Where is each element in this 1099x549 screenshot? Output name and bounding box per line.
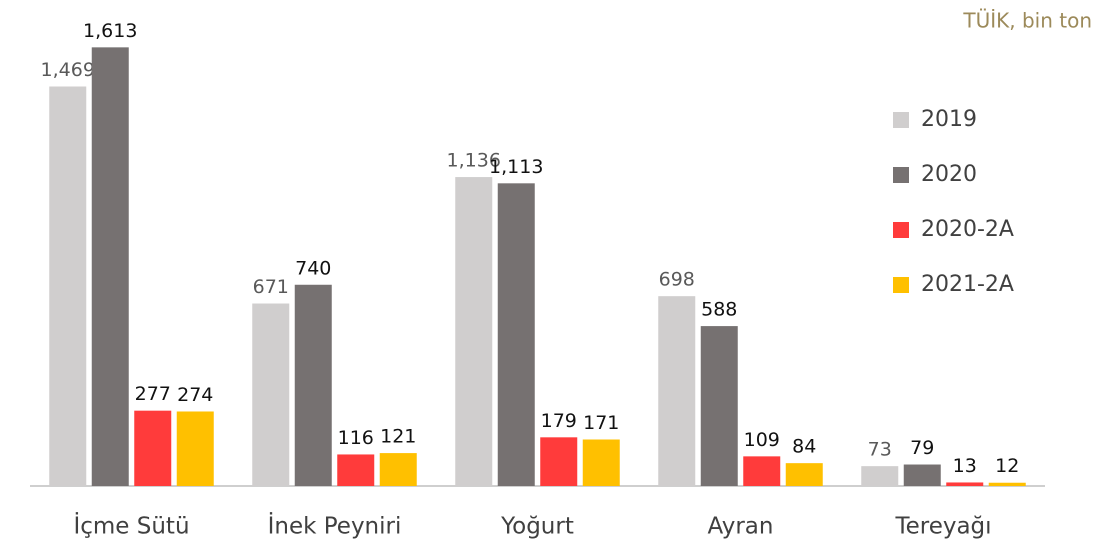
bar <box>455 177 493 486</box>
data-label: 79 <box>910 437 934 459</box>
data-label: 1,613 <box>83 20 137 42</box>
bar <box>861 466 899 486</box>
legend-swatch <box>893 222 909 238</box>
legend-label: 2019 <box>921 107 977 132</box>
legend-label: 2020-2A <box>921 217 1014 242</box>
data-label: 1,469 <box>41 59 95 81</box>
bar <box>785 463 823 486</box>
bar <box>946 482 984 486</box>
data-label: 277 <box>135 383 171 405</box>
data-label: 171 <box>583 412 619 434</box>
data-label: 84 <box>792 436 816 458</box>
bar <box>91 47 129 486</box>
data-label: 179 <box>541 410 577 432</box>
bar <box>49 86 87 486</box>
legend-swatch <box>893 277 909 293</box>
bar <box>176 411 214 486</box>
data-label: 1,136 <box>447 150 501 172</box>
data-label: 671 <box>253 276 289 298</box>
data-label: 698 <box>659 269 695 291</box>
bar <box>582 439 620 486</box>
data-label: 1,113 <box>489 156 543 178</box>
legend-label: 2021-2A <box>921 272 1014 297</box>
bar <box>337 454 375 486</box>
data-label: 274 <box>177 384 213 406</box>
data-label: 13 <box>953 455 977 477</box>
bar <box>497 183 535 486</box>
data-label: 588 <box>701 299 737 321</box>
bar <box>743 456 781 486</box>
data-label: 116 <box>338 427 374 449</box>
x-tick-label: Tereyağı <box>894 514 991 540</box>
legend-swatch <box>893 167 909 183</box>
chart-subtitle: TÜİK, bin ton <box>962 9 1092 33</box>
x-tick-label: İnek Peyniri <box>268 512 402 540</box>
data-label: 73 <box>868 439 892 461</box>
x-tick-label: Ayran <box>708 514 774 540</box>
data-label: 121 <box>380 426 416 448</box>
bar <box>903 464 941 486</box>
bar <box>700 326 738 486</box>
bar <box>134 410 172 486</box>
data-label: 109 <box>744 429 780 451</box>
bar <box>379 453 417 486</box>
bar <box>988 482 1026 486</box>
legend-label: 2020 <box>921 162 977 187</box>
bar <box>658 296 696 486</box>
x-tick-label: İçme Sütü <box>73 512 189 540</box>
legend-swatch <box>893 112 909 128</box>
bar <box>540 437 578 486</box>
bar <box>252 303 290 486</box>
x-tick-label: Yoğurt <box>500 514 574 540</box>
data-label: 740 <box>295 257 331 279</box>
bar <box>294 284 332 486</box>
data-label: 12 <box>995 455 1019 477</box>
